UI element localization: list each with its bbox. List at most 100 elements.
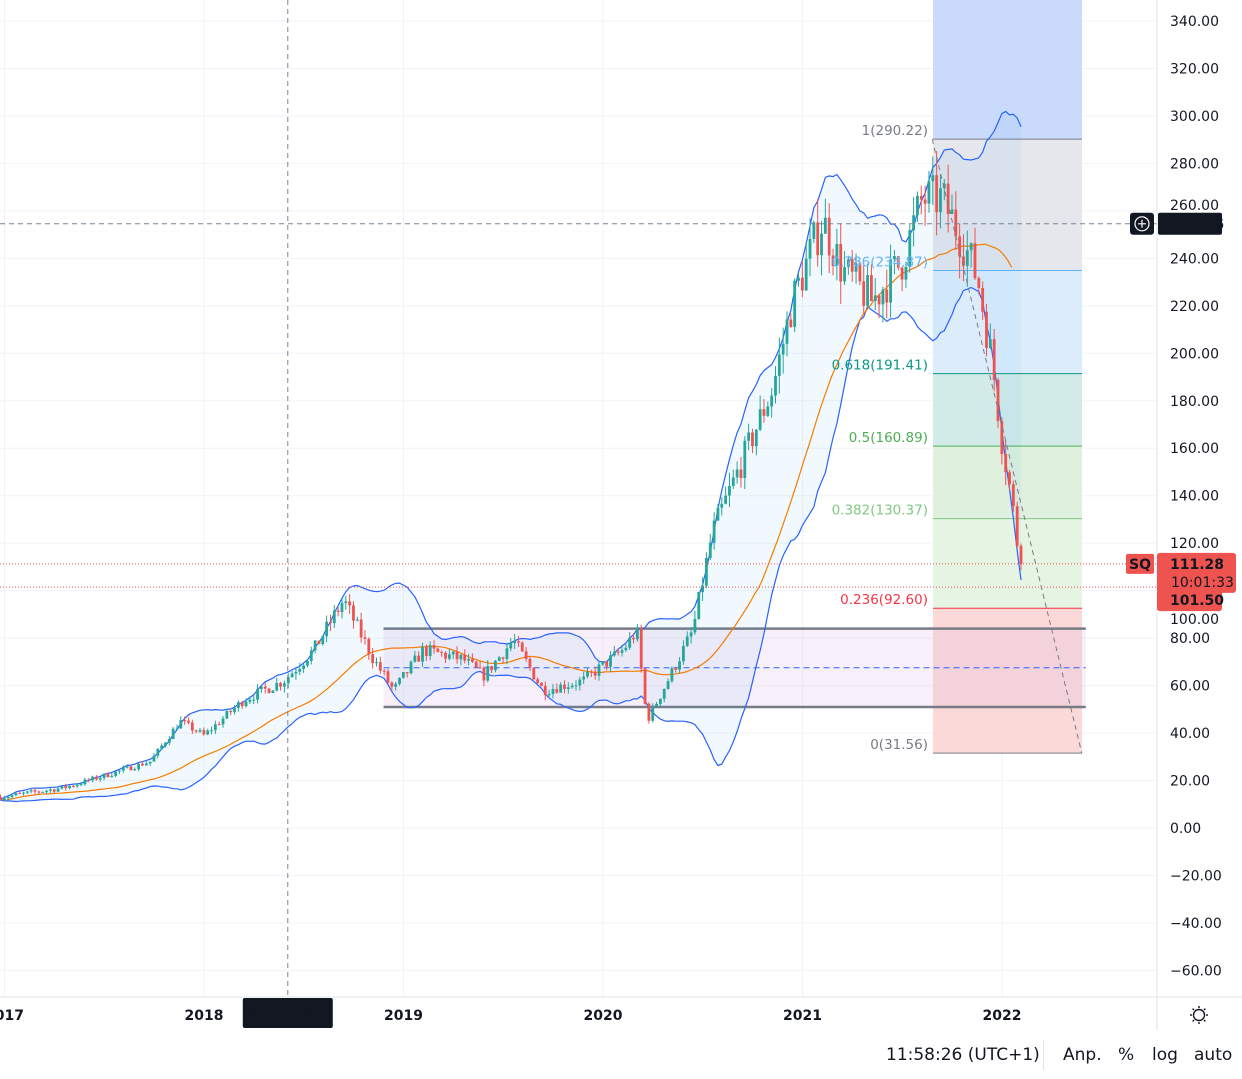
price-chart[interactable]: 1(290.22) 0.786(234.87) 0.618(191.41) 0.5(1… <box>0 0 1242 1032</box>
candle-body <box>942 183 946 189</box>
candle-body <box>862 281 866 306</box>
candle-body <box>102 773 106 778</box>
candle-body <box>896 256 900 268</box>
candle-body <box>390 682 394 687</box>
settings-icon[interactable] <box>1190 1006 1208 1024</box>
range-rectangle[interactable] <box>383 627 1086 709</box>
log-button[interactable]: log <box>1152 1045 1178 1065</box>
candle-body <box>547 693 551 696</box>
candle-body <box>213 724 217 731</box>
candle-body <box>800 277 804 291</box>
price-tick: 60.00 <box>1170 679 1210 695</box>
adjust-button[interactable]: Anp. <box>1063 1045 1102 1065</box>
low-price-label: 101.50 <box>1170 593 1224 609</box>
candle-body <box>432 645 436 649</box>
candle-body <box>336 610 340 613</box>
percent-button[interactable]: % <box>1118 1045 1135 1065</box>
candle-body <box>574 685 578 687</box>
bar-countdown: 10:01:33 <box>1171 575 1234 591</box>
crosshair-price-label: 254.56 <box>1170 217 1224 233</box>
candle-body <box>18 793 22 795</box>
candle-body <box>45 790 48 792</box>
candle-body <box>367 638 371 655</box>
candle-body <box>935 175 939 213</box>
candle-body <box>582 676 586 680</box>
time-tick: 2022 <box>983 1008 1022 1024</box>
candle-body <box>946 183 950 214</box>
candle-body <box>912 215 916 231</box>
settings-icon-tooth <box>1192 1008 1195 1011</box>
candle-body <box>593 671 597 676</box>
band-fill <box>0 111 1021 802</box>
candle-body <box>497 657 501 661</box>
candle-body <box>804 258 808 291</box>
candle-body <box>839 244 843 282</box>
candle-body <box>271 690 275 694</box>
candle-body <box>578 679 582 686</box>
candle-body <box>797 277 800 281</box>
candle-body <box>10 795 14 797</box>
candle-body <box>306 660 309 666</box>
candle-body <box>954 209 958 237</box>
candle-body <box>866 275 869 306</box>
candle-body <box>455 651 459 660</box>
clock: 11:58:26 (UTC+1) <box>886 1045 1040 1065</box>
candle-body <box>693 618 697 633</box>
candle-body <box>106 773 110 778</box>
low-price-label-bg <box>1157 589 1222 612</box>
candle-body <box>33 790 37 792</box>
candle-body <box>873 295 877 302</box>
candle-body <box>413 655 417 662</box>
candle-body <box>751 432 754 447</box>
candle-body <box>720 503 724 508</box>
candle-body <box>405 672 409 674</box>
candle-body <box>375 662 378 664</box>
candle-body <box>605 661 609 667</box>
candle-body <box>678 661 681 670</box>
candle-body <box>263 686 267 689</box>
crosshair-price-label-bg <box>1158 212 1222 235</box>
fib-level-label: 0.786(234.87) <box>832 255 928 271</box>
auto-button[interactable]: auto <box>1194 1045 1233 1065</box>
candle-body <box>950 209 954 214</box>
candle-body <box>589 671 593 673</box>
candle-body <box>129 766 133 771</box>
candle-body <box>217 724 221 726</box>
candle-body <box>808 238 812 259</box>
candle-body <box>889 259 892 303</box>
candle-body <box>236 702 240 708</box>
time-axis[interactable]: 2017 2018 2019 2020 2021 2022 04 Jun '18 <box>0 996 1242 1028</box>
candle-body <box>56 788 60 792</box>
status-bar: 11:58:26 (UTC+1) Anp. % log auto <box>0 1032 1242 1079</box>
candle-body <box>728 485 731 496</box>
price-tick: 0.00 <box>1170 821 1201 837</box>
moving-average <box>6 243 1013 801</box>
candle-body <box>64 785 68 789</box>
candle-body <box>965 250 969 266</box>
candle-body <box>739 469 743 479</box>
candle-body <box>482 667 486 681</box>
candle-body <box>152 755 156 762</box>
candle-body <box>785 319 789 344</box>
price-axis[interactable]: 340.00 320.00 300.00 280.00 260.00 240.00 220.… <box>1126 0 1242 1030</box>
candle-body <box>398 677 401 684</box>
plus-icon <box>1138 219 1146 228</box>
candle-body <box>355 619 359 621</box>
candle-body <box>187 720 190 723</box>
candle-body <box>923 199 927 204</box>
time-tick: 2020 <box>584 1008 623 1024</box>
candle-body <box>471 659 474 662</box>
price-tick: −40.00 <box>1170 916 1222 932</box>
fib-zone <box>933 608 1082 754</box>
fib-retracement[interactable] <box>933 0 1082 754</box>
candle-body <box>754 429 758 447</box>
candle-body <box>190 722 194 731</box>
candle-body <box>283 683 286 687</box>
candle-body <box>735 469 739 478</box>
candle-body <box>820 233 823 256</box>
candle-body <box>394 683 398 687</box>
candle-body <box>781 343 785 355</box>
candle-body <box>252 699 256 701</box>
candle-body <box>25 791 29 793</box>
candle-body <box>428 645 432 656</box>
